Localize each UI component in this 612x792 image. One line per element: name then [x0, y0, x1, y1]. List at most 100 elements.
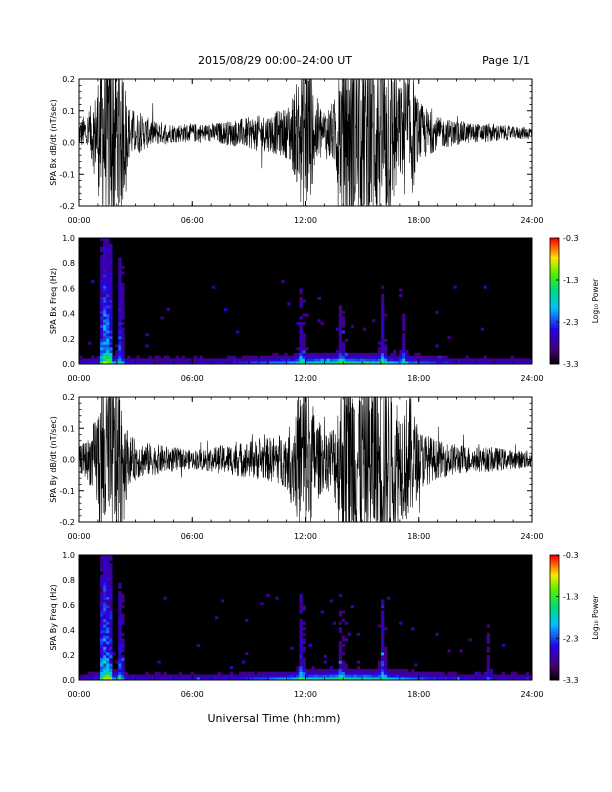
spectrogram-cell [103, 316, 107, 320]
spectrogram-cell [139, 674, 143, 678]
spectrogram-cell [314, 668, 318, 672]
spectrogram-cell [317, 671, 321, 675]
spectrogram-cell [338, 641, 343, 645]
spectrogram-cell [320, 674, 324, 678]
spectrogram-cell [299, 330, 303, 334]
spectrogram-cell [450, 358, 454, 362]
x-tick-label: 12:00 [294, 532, 317, 541]
spectrogram-cell [103, 655, 107, 659]
spectrogram-cell [420, 355, 424, 359]
spectrogram-cell [103, 580, 107, 584]
spectrogram-cell [109, 566, 113, 570]
spectrogram-cell [272, 361, 276, 365]
spectrogram-cell [299, 632, 303, 636]
colorbar-step [550, 328, 559, 331]
spectrogram-cell [169, 361, 173, 365]
spectrogram-cell [314, 674, 318, 678]
spectrogram-cell [411, 355, 415, 359]
spectrogram-cell [148, 355, 152, 359]
spectrogram-cell [103, 257, 107, 261]
spectrogram-cell [402, 677, 406, 681]
spectrogram-cell [254, 355, 258, 359]
spectrogram-cell [106, 350, 110, 354]
colorbar-step [550, 590, 559, 593]
spectrogram-cell [202, 674, 207, 678]
spectrogram-cell [118, 257, 122, 261]
colorbar-step [550, 309, 559, 312]
spectrogram-cell [438, 355, 442, 359]
panel-axes: 00:00 06:00 12:00 18:00 24:000.20.10.0-0.1-0… [49, 75, 544, 225]
spectrogram-cell [91, 361, 95, 365]
spectrogram-cell [435, 358, 439, 362]
spectrogram-cell [100, 341, 104, 345]
spectrogram-cell [109, 582, 113, 586]
spectrogram-cell [510, 361, 515, 365]
spectrogram-cell [106, 302, 110, 306]
spectrogram-cell [109, 319, 113, 323]
spectrogram-cell [347, 355, 352, 359]
spectrogram-cell [251, 358, 255, 362]
spectrogram-cell [103, 574, 107, 578]
spectrogram-cell [163, 596, 167, 600]
colorbar-step [550, 343, 559, 346]
spectrogram-cell [341, 668, 346, 672]
spectrogram-cell [350, 358, 355, 362]
spectrogram-cell [299, 596, 303, 600]
spectrogram-cell [88, 341, 92, 345]
spectrogram-cell [109, 571, 113, 575]
spectrogram-cell [513, 674, 518, 678]
spectrogram-cell [109, 588, 113, 592]
spectrogram-cell [381, 643, 385, 647]
spectrogram-cell [109, 322, 113, 326]
spectrogram-cell [109, 263, 113, 267]
spectrogram-cell [157, 358, 161, 362]
y-tick-label: -0.1 [59, 170, 75, 179]
spectrogram-cell [381, 350, 385, 354]
spectrogram-cell [486, 666, 491, 670]
spectrogram-cell [435, 344, 439, 348]
y-tick-label: 0.2 [62, 75, 75, 84]
spectrogram-cell [106, 582, 110, 586]
spectrogram-cell [106, 632, 110, 636]
spectrogram-cell [272, 352, 276, 356]
spectrogram-cell [106, 585, 110, 589]
spectrogram-cell [121, 677, 125, 681]
spectrogram-cell [290, 358, 294, 362]
spectrogram-cell [338, 674, 343, 678]
spectrogram-cell [88, 361, 92, 365]
colorbar-step [550, 617, 559, 620]
spectrogram-cell [311, 674, 315, 678]
spectrogram-cell [377, 341, 382, 345]
spectrogram-cell [308, 643, 312, 647]
spectrogram-cell [384, 313, 388, 317]
spectrogram-cell [338, 652, 343, 656]
spectrogram-cell [115, 358, 119, 362]
spectrogram-cell [181, 358, 185, 362]
spectrogram-cell [251, 674, 255, 678]
spectrogram-cell [230, 361, 234, 365]
spectrogram-cell [281, 671, 285, 675]
spectrogram-cell [299, 635, 303, 639]
spectrogram-cell [390, 671, 394, 675]
spectrogram-cell [109, 243, 113, 247]
spectrogram-cell [299, 599, 303, 603]
spectrogram-cell [230, 358, 234, 362]
x-tick-label: 06:00 [181, 690, 204, 699]
colorbar-step [550, 357, 559, 361]
spectrogram-cell [362, 355, 367, 359]
colorbar-step [550, 630, 559, 633]
spectrogram-cell [299, 296, 303, 300]
spectrogram-cell [299, 344, 303, 348]
spectrogram-cell [275, 674, 279, 678]
spectrogram-cell [356, 677, 361, 681]
spectrogram-cell [525, 361, 530, 365]
plot-frame [78, 396, 533, 523]
spectrogram-cell [341, 618, 346, 622]
spectrogram-cell [377, 347, 382, 351]
spectrogram-cell [100, 557, 104, 561]
spectrogram-cell [338, 627, 343, 631]
spectrogram-cell [381, 613, 385, 617]
spectrogram-cell [326, 677, 330, 681]
spectrogram-cell [100, 257, 104, 261]
spectrogram-cell [411, 674, 415, 678]
